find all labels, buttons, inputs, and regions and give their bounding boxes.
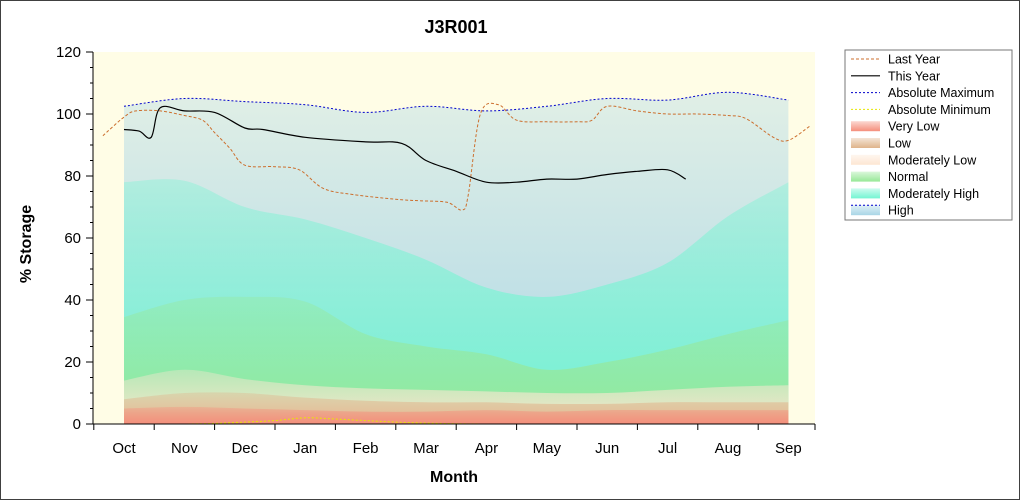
legend-item-moderately-high: Moderately High	[851, 187, 979, 201]
legend-label: Moderately Low	[888, 153, 977, 167]
series-absolute-maximum	[123, 91, 789, 113]
band-very-low	[124, 406, 789, 424]
x-tick-label: Dec	[231, 440, 258, 457]
x-tick-label: Nov	[171, 440, 198, 457]
y-axis-title: % Storage	[18, 205, 35, 283]
legend-swatch	[851, 138, 880, 148]
legend-item-this-year: This Year	[851, 69, 940, 83]
legend-label: Low	[888, 137, 912, 151]
x-tick-label: Sep	[775, 440, 802, 457]
storage-bands	[124, 92, 789, 425]
legend-item-very-low: Very Low	[851, 120, 940, 134]
series-this-year	[123, 105, 687, 184]
legend-swatch	[851, 188, 880, 199]
legend-item-absolute-minimum: Absolute Minimum	[851, 103, 991, 117]
legend-item-high: High	[851, 204, 914, 218]
y-tick-label: 40	[64, 292, 81, 309]
x-axis-title: Month	[430, 469, 478, 486]
legend-label: High	[888, 204, 914, 218]
x-tick-label: Aug	[715, 440, 742, 457]
legend-swatch	[851, 121, 880, 132]
legend-label: Moderately High	[888, 187, 979, 201]
x-tick-label: Jul	[658, 440, 677, 457]
legend-label: Normal	[888, 170, 928, 184]
legend-swatch	[851, 154, 880, 165]
y-tick-label: 120	[56, 44, 81, 61]
legend-item-absolute-maximum: Absolute Maximum	[851, 86, 994, 100]
legend-swatch	[851, 205, 880, 216]
legend-label: Last Year	[888, 53, 940, 67]
legend-label: Very Low	[888, 120, 940, 134]
chart-axes: 0 20 40 60 80 100 120 Oct Nov Dec Jan Feb Mar Apr May J…	[56, 44, 816, 457]
y-tick-label: 60	[64, 230, 81, 247]
legend-item-last-year: Last Year	[851, 53, 940, 67]
legend-label: This Year	[888, 69, 940, 83]
y-tick-label: 100	[56, 106, 81, 123]
legend-item-normal: Normal	[851, 170, 928, 184]
legend-item-moderately-low: Moderately Low	[851, 153, 977, 167]
x-tick-label: May	[533, 440, 562, 457]
x-tick-label: Mar	[413, 440, 439, 457]
x-tick-label: Feb	[353, 440, 379, 457]
x-tick-label: Apr	[475, 440, 498, 457]
y-tick-label: 0	[73, 416, 81, 433]
x-tick-label: Jan	[293, 440, 317, 457]
legend-label: Absolute Maximum	[888, 86, 994, 100]
chart-legend: Last Year This Year Absolute Maximum Absolu…	[844, 49, 1013, 221]
y-tick-label: 80	[64, 168, 81, 185]
x-tick-label: Oct	[112, 440, 136, 457]
series-last-year	[102, 102, 810, 211]
legend-item-low: Low	[851, 137, 912, 151]
chart-title: J3R001	[424, 17, 487, 37]
y-tick-label: 20	[64, 354, 81, 371]
legend-swatch	[851, 171, 880, 182]
x-tick-label: Jun	[595, 440, 619, 457]
legend-label: Absolute Minimum	[888, 103, 991, 117]
